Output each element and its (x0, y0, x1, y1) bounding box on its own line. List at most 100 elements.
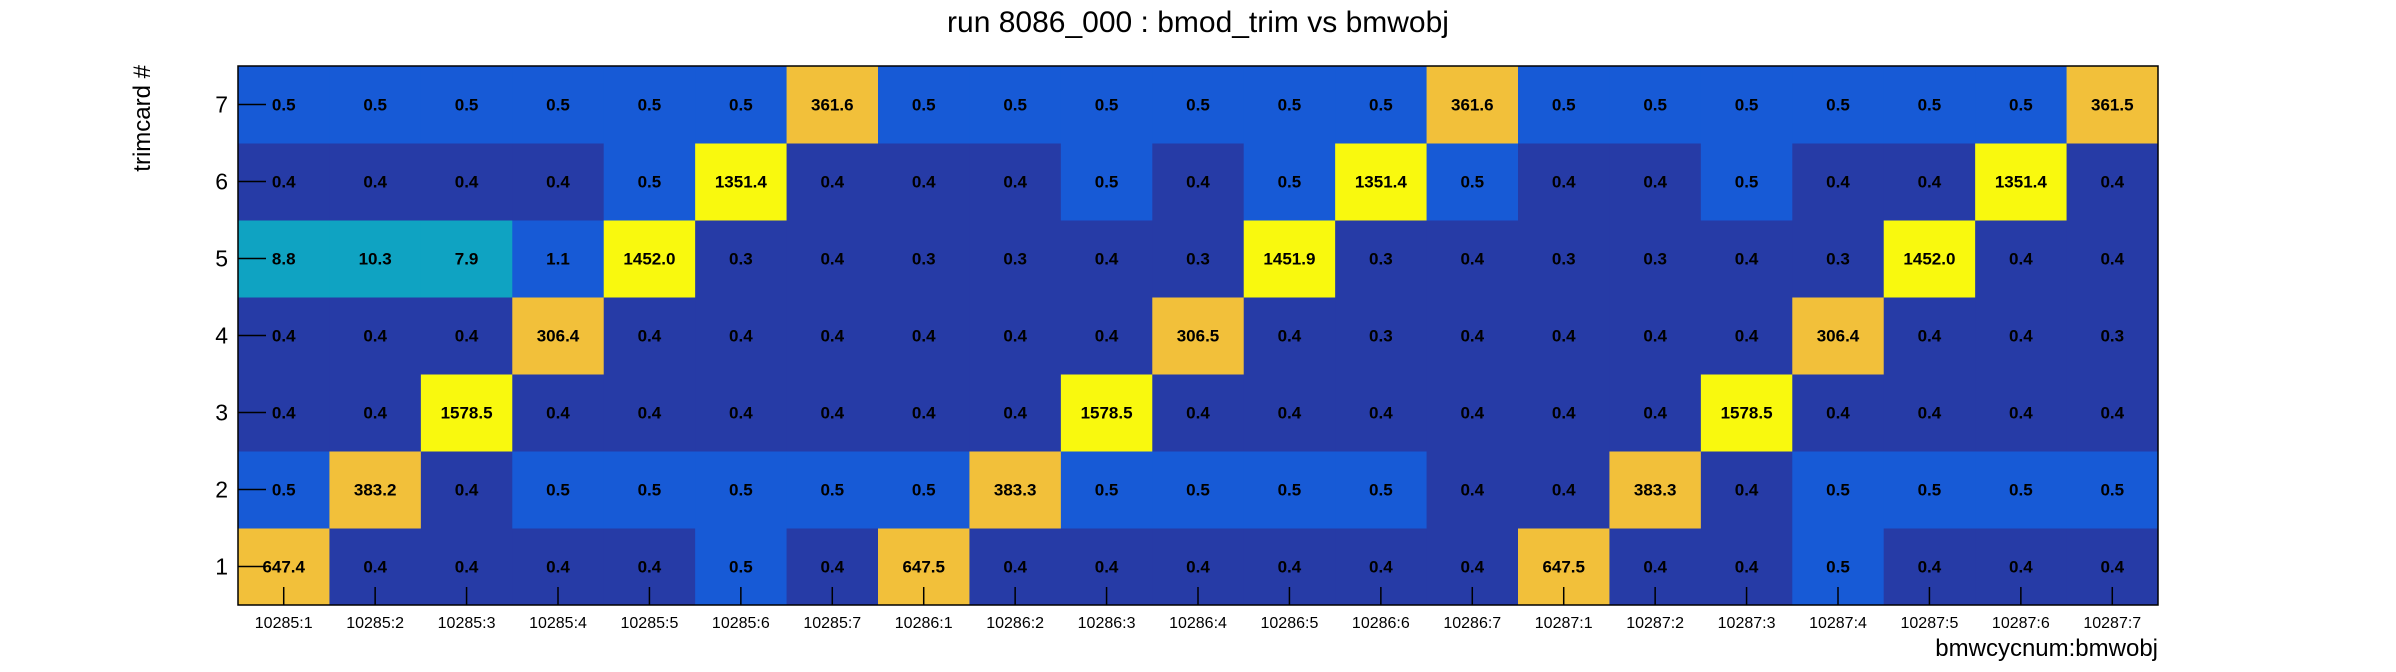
x-tick-label: 10286:5 (1261, 615, 1319, 632)
cell-value-label: 361.5 (2091, 96, 2134, 115)
cell-value-label: 0.4 (1735, 481, 1759, 500)
cell-value-label: 0.4 (1095, 558, 1119, 577)
x-tick-label: 10285:1 (255, 615, 313, 632)
heatmap-cell (786, 374, 879, 452)
cell-value-label: 0.3 (1369, 250, 1393, 269)
cell-value-label: 0.4 (2100, 404, 2124, 423)
heatmap-cell (603, 451, 696, 529)
cell-value-label: 0.5 (1826, 96, 1850, 115)
cell-value-label: 0.5 (729, 558, 753, 577)
heatmap-cell (1152, 451, 1245, 529)
cell-value-label: 1351.4 (715, 173, 768, 192)
x-tick-label: 10286:2 (986, 615, 1044, 632)
heatmap-cell (1609, 451, 1702, 529)
x-axis-title: bmwcycnum:bmwobj (1935, 635, 2158, 662)
heatmap-cell (1426, 143, 1519, 221)
heatmap-cell (603, 143, 696, 221)
cell-value-label: 647.5 (1542, 558, 1585, 577)
cell-value-label: 0.5 (1278, 481, 1302, 500)
cell-value-label: 0.5 (638, 481, 662, 500)
heatmap-cell (1975, 220, 2068, 298)
cell-value-label: 0.4 (2009, 327, 2033, 346)
cell-value-label: 0.4 (1460, 558, 1484, 577)
heatmap-cell (512, 297, 605, 375)
heatmap-cell (1792, 374, 1885, 452)
x-tick-label: 10287:3 (1718, 615, 1776, 632)
cell-value-label: 1451.9 (1263, 250, 1315, 269)
x-tick-label: 10285:2 (346, 615, 404, 632)
cell-value-label: 0.4 (1826, 404, 1850, 423)
cell-value-label: 0.4 (1735, 250, 1759, 269)
cell-value-label: 0.4 (729, 327, 753, 346)
heatmap-cell (1883, 143, 1976, 221)
heatmap-cell (1152, 66, 1245, 144)
heatmap-cell (878, 220, 970, 298)
heatmap-cell (1609, 66, 1702, 144)
heatmap-cell (969, 66, 1062, 144)
cell-value-label: 306.5 (1177, 327, 1220, 346)
heatmap-cell (1335, 374, 1428, 452)
heatmap-cell (1792, 451, 1885, 529)
x-tick-label: 10287:2 (1626, 615, 1684, 632)
heatmap-cell (1152, 297, 1245, 375)
cell-value-label: 0.3 (912, 250, 936, 269)
cell-value-label: 361.6 (811, 96, 854, 115)
heatmap-cell (1883, 66, 1976, 144)
heatmap-cell (695, 374, 788, 452)
heatmap-cell (1700, 143, 1793, 221)
cell-value-label: 0.4 (1643, 173, 1667, 192)
cell-value-label: 0.5 (638, 96, 662, 115)
heatmap-cell (2066, 297, 2159, 375)
heatmap-cell (1060, 220, 1153, 298)
cell-value-label: 0.4 (272, 173, 296, 192)
cell-value-label: 0.4 (1918, 327, 1942, 346)
cell-value-label: 0.5 (1918, 481, 1942, 500)
cell-value-label: 1452.0 (1903, 250, 1955, 269)
cell-value-label: 0.4 (820, 250, 844, 269)
cell-value-label: 0.4 (546, 404, 570, 423)
cell-value-label: 0.3 (1643, 250, 1667, 269)
heatmap-cell (512, 66, 605, 144)
cell-value-label: 0.5 (363, 96, 387, 115)
x-tick-label: 10285:5 (621, 615, 679, 632)
x-tick-label: 10286:1 (895, 615, 953, 632)
cell-value-label: 0.4 (638, 404, 662, 423)
heatmap-cell (1243, 374, 1336, 452)
heatmap-cell (1883, 451, 1976, 529)
heatmap-cell (1883, 297, 1976, 375)
heatmap-cell (786, 451, 879, 529)
heatmap-cell (329, 297, 422, 375)
cell-value-label: 0.4 (1735, 558, 1759, 577)
heatmap-cell (969, 220, 1062, 298)
heatmap-cell (695, 66, 788, 144)
x-tick-labels: 10285:1 10285:2 10285:3 10285:4 10285:5 10285… (255, 615, 2142, 632)
heatmap-cell (1060, 374, 1153, 452)
heatmap-cell (603, 374, 696, 452)
heatmap-cell (786, 143, 879, 221)
cell-value-label: 1578.5 (1081, 404, 1133, 423)
cell-value-label: 1351.4 (1355, 173, 1408, 192)
cell-value-label: 0.5 (912, 96, 936, 115)
heatmap-cell (512, 143, 605, 221)
heatmap-cell (1609, 220, 1702, 298)
cell-value-label: 0.4 (1826, 173, 1850, 192)
cell-value-label: 0.4 (729, 404, 753, 423)
heatmap-cell (329, 66, 422, 144)
heatmap-cell (1792, 66, 1885, 144)
cell-value-label: 0.4 (820, 558, 844, 577)
heatmap-cell (1609, 297, 1702, 375)
y-tick-label: 4 (215, 323, 228, 349)
cell-value-label: 0.3 (1369, 327, 1393, 346)
x-tick-label: 10286:6 (1352, 615, 1410, 632)
cell-value-label: 0.5 (2009, 481, 2033, 500)
cell-value-label: 0.5 (1003, 96, 1027, 115)
heatmap-cell (1518, 143, 1610, 221)
heatmap-cell (329, 374, 422, 452)
cell-value-label: 0.4 (363, 327, 387, 346)
heatmap-cell (1609, 143, 1702, 221)
cell-value-label: 0.5 (820, 481, 844, 500)
heatmap-cell (969, 143, 1062, 221)
cell-value-label: 0.4 (1552, 481, 1576, 500)
heatmap-cell (1335, 220, 1428, 298)
